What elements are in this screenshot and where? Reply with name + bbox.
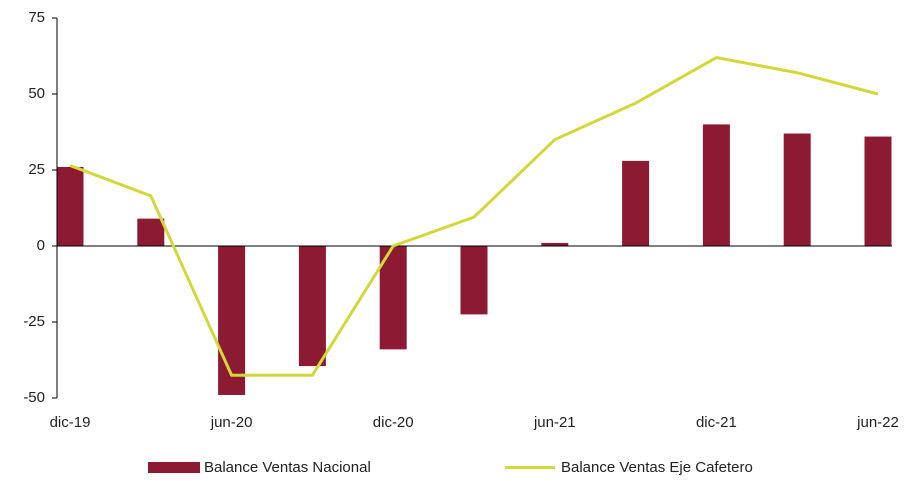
bar <box>298 246 326 367</box>
y-tick-label: -50 <box>23 389 45 406</box>
bar <box>460 246 488 315</box>
x-tick-label: jun-20 <box>210 414 253 431</box>
bar <box>218 246 246 395</box>
bar <box>783 133 811 246</box>
x-tick-label: dic-19 <box>50 414 91 431</box>
bar <box>622 160 650 246</box>
line <box>69 55 879 377</box>
bar <box>702 124 730 246</box>
bar <box>541 242 569 246</box>
y-tick-label: 0 <box>37 237 45 254</box>
y-tick-label: 75 <box>28 9 45 26</box>
bar <box>137 218 165 246</box>
x-tick-label: jun-21 <box>533 414 576 431</box>
bar <box>864 136 892 246</box>
x-tick-label: jun-22 <box>856 414 899 431</box>
y-tick-label: 50 <box>28 85 45 102</box>
y-tick-label: 25 <box>28 161 45 178</box>
legend-label: Balance Ventas Eje Cafetero <box>561 459 753 476</box>
x-tick-label: dic-20 <box>373 414 414 431</box>
legend-label: Balance Ventas Nacional <box>204 459 371 476</box>
x-tick-label: dic-21 <box>696 414 737 431</box>
legend-swatch <box>148 462 200 473</box>
bar <box>379 246 407 350</box>
bar <box>56 166 84 246</box>
y-tick-label: -25 <box>23 313 45 330</box>
